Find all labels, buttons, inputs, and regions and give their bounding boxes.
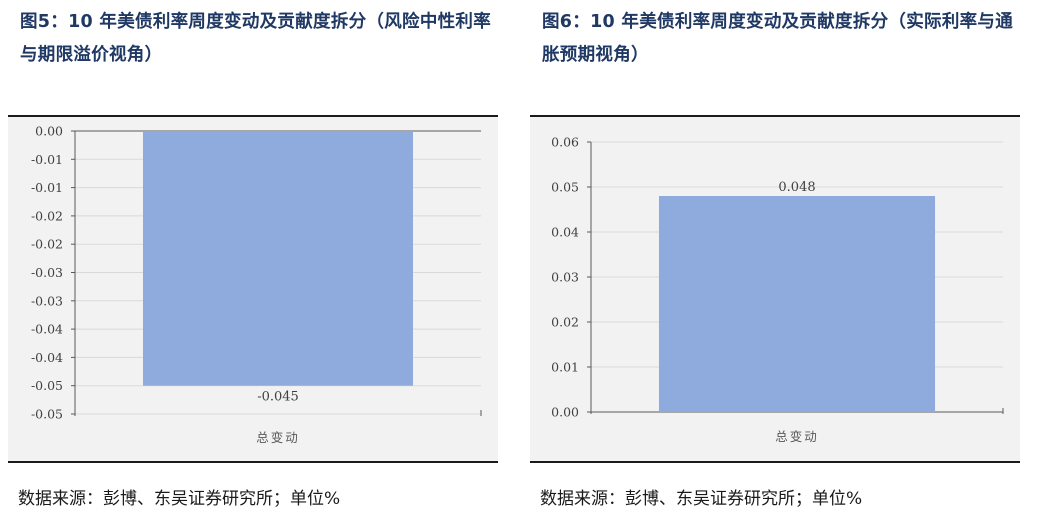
data-label: -0.045 [257,390,299,405]
data-label: 0.048 [778,180,815,195]
y-tick-label: 0.06 [551,135,579,150]
bar [143,131,413,386]
y-tick-label: -0.04 [31,322,63,337]
chart-title: 图6：10 年美债利率周度变动及贡献度拆分（实际利率与通胀预期视角） [542,12,1014,65]
chart-panel-left: 图5：10 年美债利率周度变动及贡献度拆分（风险中性利率与期限溢价视角） 0.0… [8,0,498,520]
y-tick-label: -0.01 [31,180,63,195]
y-tick-label: -0.03 [31,265,63,280]
source-note: 数据来源：彭博、东吴证券研究所；单位% [18,489,341,509]
bottom-rule [530,461,1020,463]
y-tick-label: -0.04 [31,350,63,365]
y-tick-label: -0.03 [31,293,63,308]
top-rule [530,115,1020,117]
chart-panel-right: 图6：10 年美债利率周度变动及贡献度拆分（实际利率与通胀预期视角） 0.06 0… [530,0,1020,520]
y-tick-label: -0.05 [31,378,63,393]
y-tick-label: 0.05 [551,180,579,195]
x-tick-label: 总变动 [256,430,300,445]
y-tick-label: -0.05 [31,407,63,422]
y-tick-label: -0.02 [31,237,63,252]
x-tick-label: 总变动 [775,429,819,444]
y-tick-label: 0.01 [551,360,579,375]
bar-chart-left: 0.00 -0.01 -0.01 -0.02 -0.02 -0.03 -0.03 -0.04 -… [31,124,482,445]
top-rule [8,115,498,117]
bar-chart-right: 0.06 0.05 0.04 0.03 0.02 0.01 0.00 总变动 0.048 [551,135,1004,444]
y-tick-label: -0.01 [31,152,63,167]
y-tick-label: 0.00 [35,124,63,139]
y-tick-label: 0.04 [551,225,579,240]
chart-title: 图5：10 年美债利率周度变动及贡献度拆分（风险中性利率与期限溢价视角） [20,12,492,65]
y-tick-label: -0.02 [31,208,63,223]
source-note: 数据来源：彭博、东吴证券研究所；单位% [540,489,863,509]
y-tick-label: 0.00 [551,405,579,420]
bar [658,196,936,412]
bottom-rule [8,461,498,463]
y-tick-label: 0.02 [551,315,579,330]
y-tick-label: 0.03 [551,270,579,285]
